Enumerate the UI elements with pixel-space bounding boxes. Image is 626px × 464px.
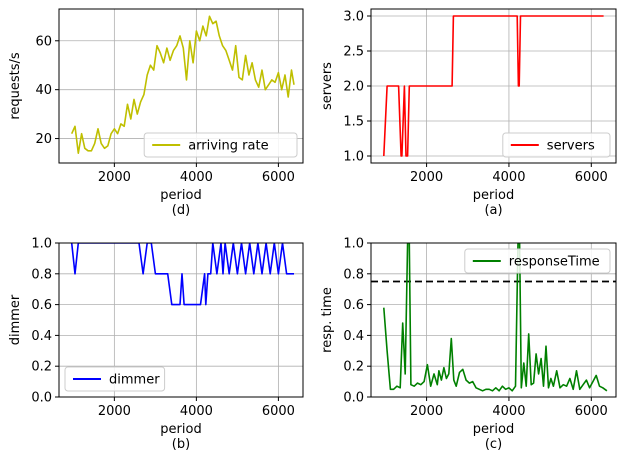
y-tick-label: 1.0 bbox=[343, 150, 364, 165]
legend-box bbox=[464, 248, 611, 274]
y-tick-label: 0.0 bbox=[31, 391, 52, 406]
series-line-dimmer bbox=[70, 243, 294, 306]
legend-label: responseTime bbox=[509, 255, 600, 270]
y-tick-label: 1.0 bbox=[31, 237, 52, 252]
subplot-caption: (c) bbox=[485, 437, 502, 452]
x-axis-label: period bbox=[473, 422, 514, 437]
x-tick-label: 2000 bbox=[98, 170, 131, 185]
y-tick-label: 0.2 bbox=[31, 360, 52, 375]
legend-box bbox=[143, 132, 298, 158]
y-axis-label: requests/s bbox=[8, 52, 23, 120]
y-axis-label: dimmer bbox=[8, 294, 23, 345]
y-tick-label: 1.0 bbox=[343, 237, 364, 252]
y-tick-label: 2.5 bbox=[343, 45, 364, 60]
x-tick-label: 6000 bbox=[262, 170, 295, 185]
y-axis-label: servers bbox=[320, 62, 335, 110]
y-tick-label: 0.6 bbox=[343, 298, 364, 313]
y-tick-label: 20 bbox=[35, 132, 52, 147]
subplot-caption: (d) bbox=[172, 203, 190, 218]
x-tick-label: 2000 bbox=[410, 170, 443, 185]
y-tick-label: 0.8 bbox=[343, 267, 364, 282]
x-tick-label: 6000 bbox=[575, 404, 608, 419]
y-tick-label: 40 bbox=[35, 83, 52, 98]
x-axis-label: period bbox=[160, 422, 201, 437]
x-axis-label: period bbox=[473, 188, 514, 203]
x-tick-label: 4000 bbox=[492, 404, 525, 419]
y-tick-label: 2.0 bbox=[343, 80, 364, 95]
legend: dimmer bbox=[64, 366, 166, 392]
series-line-arriving-rate bbox=[70, 15, 295, 154]
y-tick-label: 0.0 bbox=[343, 391, 364, 406]
y-tick-label: 0.8 bbox=[31, 267, 52, 282]
y-tick-label: 0.2 bbox=[343, 360, 364, 375]
plot-frame bbox=[370, 242, 617, 398]
y-axis-label: resp. time bbox=[320, 287, 335, 353]
legend-label: dimmer bbox=[109, 373, 160, 388]
series-line-responseTime bbox=[383, 243, 608, 392]
x-tick-label: 4000 bbox=[492, 170, 525, 185]
y-tick-label: 0.6 bbox=[31, 298, 52, 313]
y-tick-label: 0.4 bbox=[343, 329, 364, 344]
x-tick-label: 6000 bbox=[262, 404, 295, 419]
legend: responseTime bbox=[464, 248, 611, 274]
series-line-servers bbox=[383, 15, 604, 157]
y-tick-label: 1.5 bbox=[343, 115, 364, 130]
legend-label: arriving rate bbox=[188, 139, 268, 154]
x-tick-label: 2000 bbox=[410, 404, 443, 419]
legend-box bbox=[502, 132, 611, 158]
subplot-b: 2000 4000 6000 0.0 0.2 0.4 0.6 0.8 1.0 period(b) d… bbox=[8, 237, 304, 452]
x-tick-label: 4000 bbox=[180, 404, 213, 419]
plot-frame bbox=[58, 8, 304, 164]
subplot-d: 2000 4000 6000 20 40 60 period(d) requests/s arr… bbox=[8, 8, 304, 218]
x-tick-label: 2000 bbox=[98, 404, 131, 419]
x-axis-label: period bbox=[160, 188, 201, 203]
subplot-caption: (b) bbox=[172, 437, 190, 452]
x-tick-label: 4000 bbox=[180, 170, 213, 185]
plot-frame bbox=[58, 242, 304, 398]
subplot-a: 2000 4000 6000 1.0 1.5 2.0 2.5 3.0 period(a) serv… bbox=[320, 8, 617, 218]
y-tick-label: 60 bbox=[35, 34, 52, 49]
legend-box bbox=[64, 366, 166, 392]
subplot-caption: (a) bbox=[484, 203, 502, 218]
legend: servers bbox=[502, 132, 611, 158]
subplot-c: 2000 4000 6000 0.0 0.2 0.4 0.6 0.8 1.0 period(c) r… bbox=[320, 237, 617, 452]
x-tick-label: 6000 bbox=[575, 170, 608, 185]
legend: arriving rate bbox=[143, 132, 298, 158]
y-tick-label: 0.4 bbox=[31, 329, 52, 344]
legend-label: servers bbox=[547, 139, 595, 154]
y-tick-label: 3.0 bbox=[343, 10, 364, 25]
